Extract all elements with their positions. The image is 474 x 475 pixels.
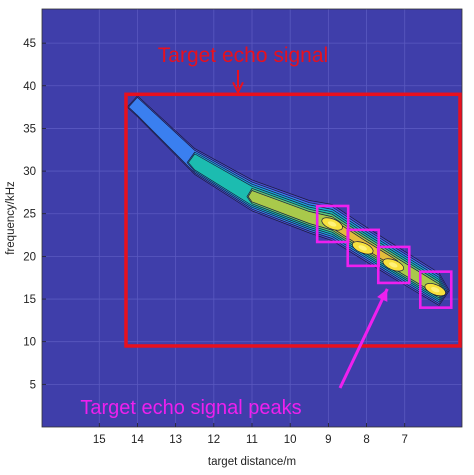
peak-center: [358, 245, 367, 251]
x-tick-label: 9: [325, 434, 331, 446]
y-tick-label: 20: [23, 251, 36, 263]
x-tick-label: 12: [207, 434, 220, 446]
x-tick-label: 15: [93, 434, 106, 446]
peaks-arrow-head: [377, 288, 388, 302]
x-axis-label: target distance/m: [208, 456, 296, 468]
echo-region-box: [124, 92, 462, 348]
y-tick-label: 45: [23, 38, 36, 50]
x-tick-label: 10: [284, 434, 297, 446]
y-tick-label: 25: [23, 209, 36, 221]
echo-arrow-head: [232, 81, 244, 95]
x-tick-label: 8: [363, 434, 369, 446]
peak-box: [315, 204, 350, 244]
y-tick-label: 30: [23, 166, 36, 178]
peak-center: [389, 262, 398, 268]
peak-center: [327, 221, 337, 227]
y-tick-label: 40: [23, 81, 36, 93]
echo-signal-label: Target echo signal: [158, 44, 328, 67]
x-tick-label: 14: [131, 434, 144, 446]
peak-center: [431, 287, 440, 293]
peaks-arrow-shaft: [338, 288, 389, 389]
x-tick-label: 13: [169, 434, 182, 446]
x-tick-label: 11: [246, 434, 258, 446]
peak-box: [376, 245, 411, 285]
peak-box: [418, 270, 453, 309]
y-tick-label: 15: [23, 294, 36, 306]
y-axis-label: frequency/kHz: [5, 181, 17, 255]
echo-peaks-label: Target echo signal peaks: [80, 397, 301, 419]
y-tick-label: 35: [23, 123, 36, 135]
x-tick-label: 7: [402, 434, 408, 446]
y-tick-label: 5: [30, 379, 36, 391]
y-tick-label: 10: [23, 337, 36, 349]
